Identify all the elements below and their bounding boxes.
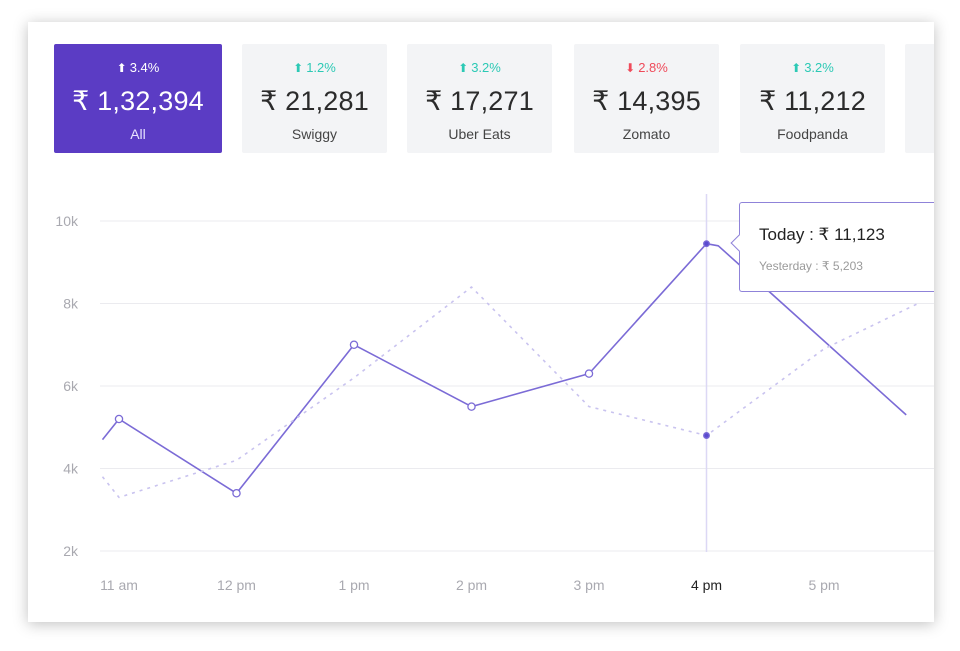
data-point-today: [114, 414, 124, 424]
trend-arrow-icon: ⬆: [791, 61, 802, 75]
platform-tiles: ⬆ 3.4% ₹ 1,32,394 All ⬆ 1.2% ₹ 21,281 Swig…: [54, 44, 934, 153]
tile-name: Uber Eats: [448, 126, 511, 142]
tile-amount: ₹ 11,212: [759, 86, 866, 116]
tile-swiggy[interactable]: ⬆ 1.2% ₹ 21,281 Swiggy: [242, 44, 387, 153]
y-tick-label: 4k: [63, 461, 79, 477]
tile-change: ⬆ 3.4%: [116, 60, 160, 75]
data-point-today: [467, 402, 476, 411]
x-tick-label: 11 am: [100, 577, 138, 593]
y-tick-label: 10k: [55, 213, 79, 229]
dashboard-card: ⬆ 3.4% ₹ 1,32,394 All ⬆ 1.2% ₹ 21,281 Swig…: [28, 22, 934, 622]
data-point-today: [584, 369, 594, 378]
tile-change: ⬇ 2.8%: [625, 60, 668, 75]
y-tick-label: 6k: [63, 378, 79, 394]
tile-amount: ₹ 17,271: [425, 86, 534, 116]
x-tick-label: 1 pm: [338, 577, 369, 593]
trend-arrow-icon: ⬇: [625, 61, 636, 75]
data-point-today: [703, 240, 710, 248]
chart-tooltip: Today : ₹ 11,123 Yesterday : ₹ 5,203: [730, 202, 934, 292]
tile-amount: ₹ 21,281: [260, 86, 369, 116]
tile-amount: ₹ 1,32,394: [72, 86, 204, 116]
x-tick-label: 3 pm: [573, 577, 604, 593]
tile-change: ⬆ 3.2%: [791, 60, 834, 75]
tile-foodpanda[interactable]: ⬆ 3.2% ₹ 11,212 Foodpanda: [740, 44, 885, 153]
tile-name: All: [130, 126, 146, 142]
data-point-yesterday: [703, 432, 710, 439]
tile-name: Foodpanda: [777, 126, 848, 142]
tile-change: ⬆ 1.2%: [293, 60, 336, 75]
tooltip-today: Today : ₹ 11,123: [759, 225, 885, 244]
tile-change: ⬆ 3.2%: [458, 60, 501, 75]
tile-all[interactable]: ⬆ 3.4% ₹ 1,32,394 All: [54, 44, 222, 153]
x-tick-label: 2 pm: [456, 577, 487, 593]
line-chart: 2k 4k 6k 8k 10k 11 am 12 pm 1 pm 2 pm 3 pm 4 pm 5 p…: [55, 194, 934, 593]
tile-uber-eats[interactable]: ⬆ 3.2% ₹ 17,271 Uber Eats: [407, 44, 552, 153]
trend-arrow-icon: ⬆: [116, 61, 127, 75]
tooltip-yesterday: Yesterday : ₹ 5,203: [759, 259, 863, 273]
y-tick-label: 8k: [63, 296, 79, 312]
tile-name: Swiggy: [291, 126, 338, 142]
x-tick-label: 12 pm: [217, 577, 256, 593]
data-point-today: [232, 488, 241, 498]
tile-zomato[interactable]: ⬇ 2.8% ₹ 14,395 Zomato: [574, 44, 719, 153]
x-tick-label: 5 pm: [808, 577, 839, 593]
tile-partial[interactable]: [905, 44, 934, 153]
data-point-today: [349, 340, 359, 349]
trend-arrow-icon: ⬆: [458, 61, 469, 75]
series-line-yesterday: [101, 286, 919, 499]
x-tick-label: 4 pm: [691, 577, 722, 593]
trend-arrow-icon: ⬆: [293, 61, 304, 75]
y-tick-label: 2k: [63, 543, 79, 559]
tile-amount: ₹ 14,395: [592, 86, 701, 116]
tile-name: Zomato: [622, 126, 671, 142]
